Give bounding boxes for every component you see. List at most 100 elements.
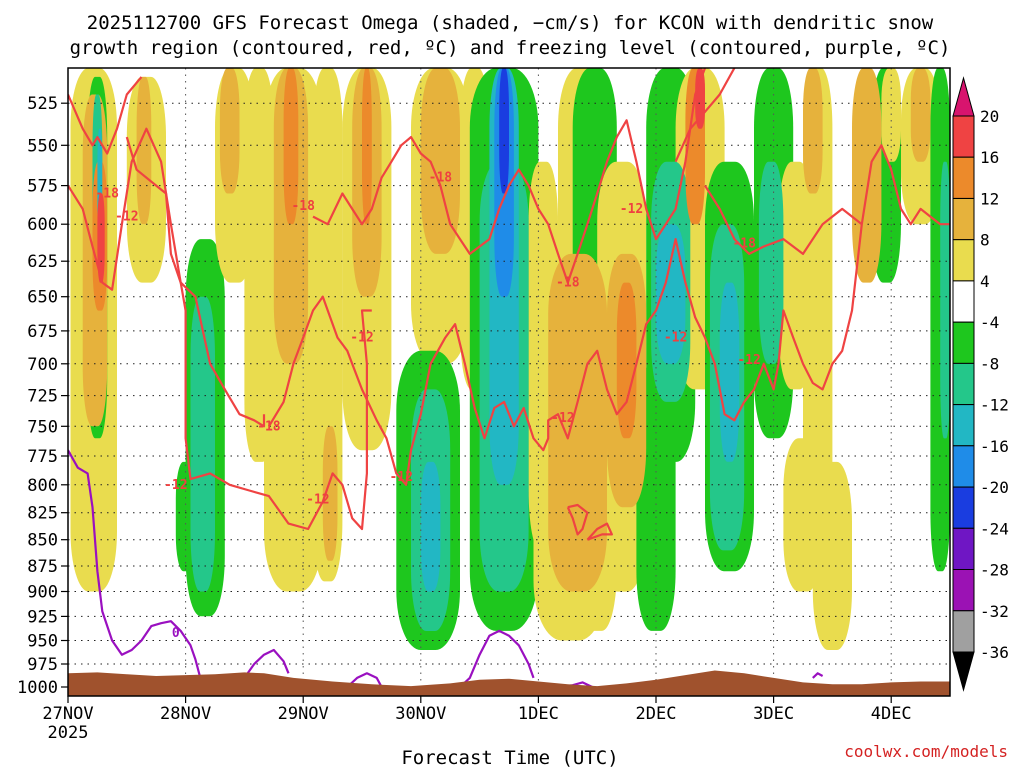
colorbar-swatch: [952, 527, 975, 570]
colorbar-label: -4: [980, 313, 999, 332]
contour-label: -12: [350, 331, 373, 346]
x-tick-label: 2DEC: [636, 704, 677, 724]
y-tick-label: 925: [27, 607, 58, 627]
plot-area: -18 -12 -18 -12 -12 -18 -12 -12 -18 -18 -12 -12 -12 -…: [67, 67, 951, 697]
colorbar-label: 4: [980, 272, 990, 291]
x-tick-label: 4DEC: [871, 704, 912, 724]
contour-label: -18: [257, 419, 281, 434]
omega-shade-region: [499, 68, 509, 194]
x-tick-label: 27NOV: [42, 704, 93, 724]
contour-label: -18: [429, 171, 453, 186]
omega-shade-region: [803, 68, 823, 194]
dgz-contour-line: [125, 136, 266, 428]
omega-shade-region: [548, 253, 607, 592]
freezing-level-contour: [243, 648, 290, 679]
y-tick-label: 850: [27, 531, 58, 551]
omega-shade-region: [283, 68, 299, 225]
y-tick-label: 675: [27, 322, 58, 342]
x-axis-label: Forecast Time (UTC): [401, 747, 618, 768]
x-axis: 27NOV 28NOV 29NOV 30NOV 1DEC 2DEC 3DEC 4DEC 2025: [42, 696, 912, 743]
y-tick-label: 600: [27, 215, 58, 235]
contour-label: -18: [732, 237, 756, 252]
contours: -18 -12 -18 -12 -12 -18 -12 -12 -18 -18 -12 -12 -12 -…: [68, 68, 950, 689]
colorbar-label: -12: [980, 396, 1009, 415]
y-tick-label: 900: [27, 583, 58, 603]
colorbar-label: -32: [980, 602, 1009, 621]
dgz-contour-line: [68, 127, 372, 531]
y-tick-label: 775: [27, 447, 58, 467]
colorbar-swatch: [952, 569, 975, 612]
omega-shade-region: [940, 161, 950, 439]
omega-shade-region: [136, 76, 152, 225]
colorbar-swatch: [952, 239, 975, 282]
omega-shade-region: [852, 68, 882, 283]
dgz-contour-line: [267, 144, 950, 486]
x-tick-label: 29NOV: [278, 704, 329, 724]
omega-shade-region: [97, 193, 105, 283]
freezing-level-contour: [812, 672, 824, 679]
contour-label: -12: [164, 478, 187, 493]
omega-shade-region: [420, 461, 441, 592]
contour-label: -12: [389, 470, 412, 485]
omega-shade-region: [758, 161, 784, 364]
dgz-contour-line: [566, 503, 589, 536]
colorbar-label: -8: [980, 354, 999, 373]
y-tick-label: 550: [27, 136, 58, 156]
dgz-contour-line: [312, 68, 707, 284]
colorbar-swatch: [952, 362, 975, 406]
dgz-contour-line: [674, 68, 736, 163]
dgz-contour-line: [586, 522, 613, 541]
title-line-1: 2025112700 GFS Forecast Omega (shaded, −…: [87, 12, 934, 34]
y-tick-label: 700: [27, 355, 58, 375]
colorbar-label: 8: [980, 231, 990, 250]
y-tick-label: 525: [27, 94, 58, 114]
x-tick-label: 3DEC: [753, 704, 794, 724]
dgz-contour-line: [68, 76, 143, 155]
omega-shading: [70, 68, 950, 650]
terrain-fill: [68, 670, 950, 696]
colorbar-label: -28: [980, 561, 1009, 580]
colorbar-label: -36: [980, 643, 1009, 662]
colorbar-swatch: [952, 321, 975, 364]
contour-label: -18: [556, 276, 580, 291]
y-tick-label: 825: [27, 504, 58, 524]
x-year-label: 2025: [48, 723, 89, 743]
colorbar-swatch: [952, 610, 975, 653]
colorbar-label: -20: [980, 478, 1009, 497]
omega-shade-region: [219, 68, 240, 194]
y-tick-label: 975: [27, 655, 58, 675]
y-tick-label: 575: [27, 177, 58, 197]
colorbar-swatch: [952, 156, 975, 199]
omega-shade-region: [322, 426, 338, 561]
freezing-level-contour: [459, 629, 535, 688]
colorbar-label: -24: [980, 519, 1009, 538]
y-axis: 525 550 575 600 625 650 675 700 725 750 775 800 825 8…: [17, 94, 68, 698]
plot-frame: [67, 67, 951, 697]
x-tick-label: 1DEC: [518, 704, 559, 724]
colorbar-swatch: [952, 486, 975, 529]
contour-label: -12: [664, 331, 687, 346]
contour-label: -12: [737, 353, 760, 368]
y-tick-label: 625: [27, 252, 58, 272]
contour-label: -12: [115, 210, 138, 225]
omega-shade-region: [695, 68, 705, 129]
contour-label: -12: [306, 492, 329, 507]
colorbar-label: 16: [980, 148, 999, 167]
colorbar-swatch: [952, 404, 975, 447]
colorbar-label: 20: [980, 107, 999, 126]
omega-shade-region: [656, 224, 686, 364]
omega-shade-region: [362, 68, 372, 225]
chart-title: 2025112700 GFS Forecast Omega (shaded, −…: [70, 12, 951, 59]
colorbar-top-arrow: [952, 76, 975, 117]
contour-label: -18: [95, 187, 119, 202]
colorbar-swatch: [952, 445, 975, 488]
x-tick-label: 30NOV: [395, 704, 446, 724]
omega-shade-region: [616, 282, 637, 439]
y-tick-label: 650: [27, 288, 58, 308]
contour-label: -12: [620, 202, 643, 217]
contour-label: 0: [172, 626, 180, 641]
contour-label: -12: [551, 411, 574, 426]
colorbar-label: -16: [980, 437, 1009, 456]
omega-shade-region: [420, 68, 460, 254]
